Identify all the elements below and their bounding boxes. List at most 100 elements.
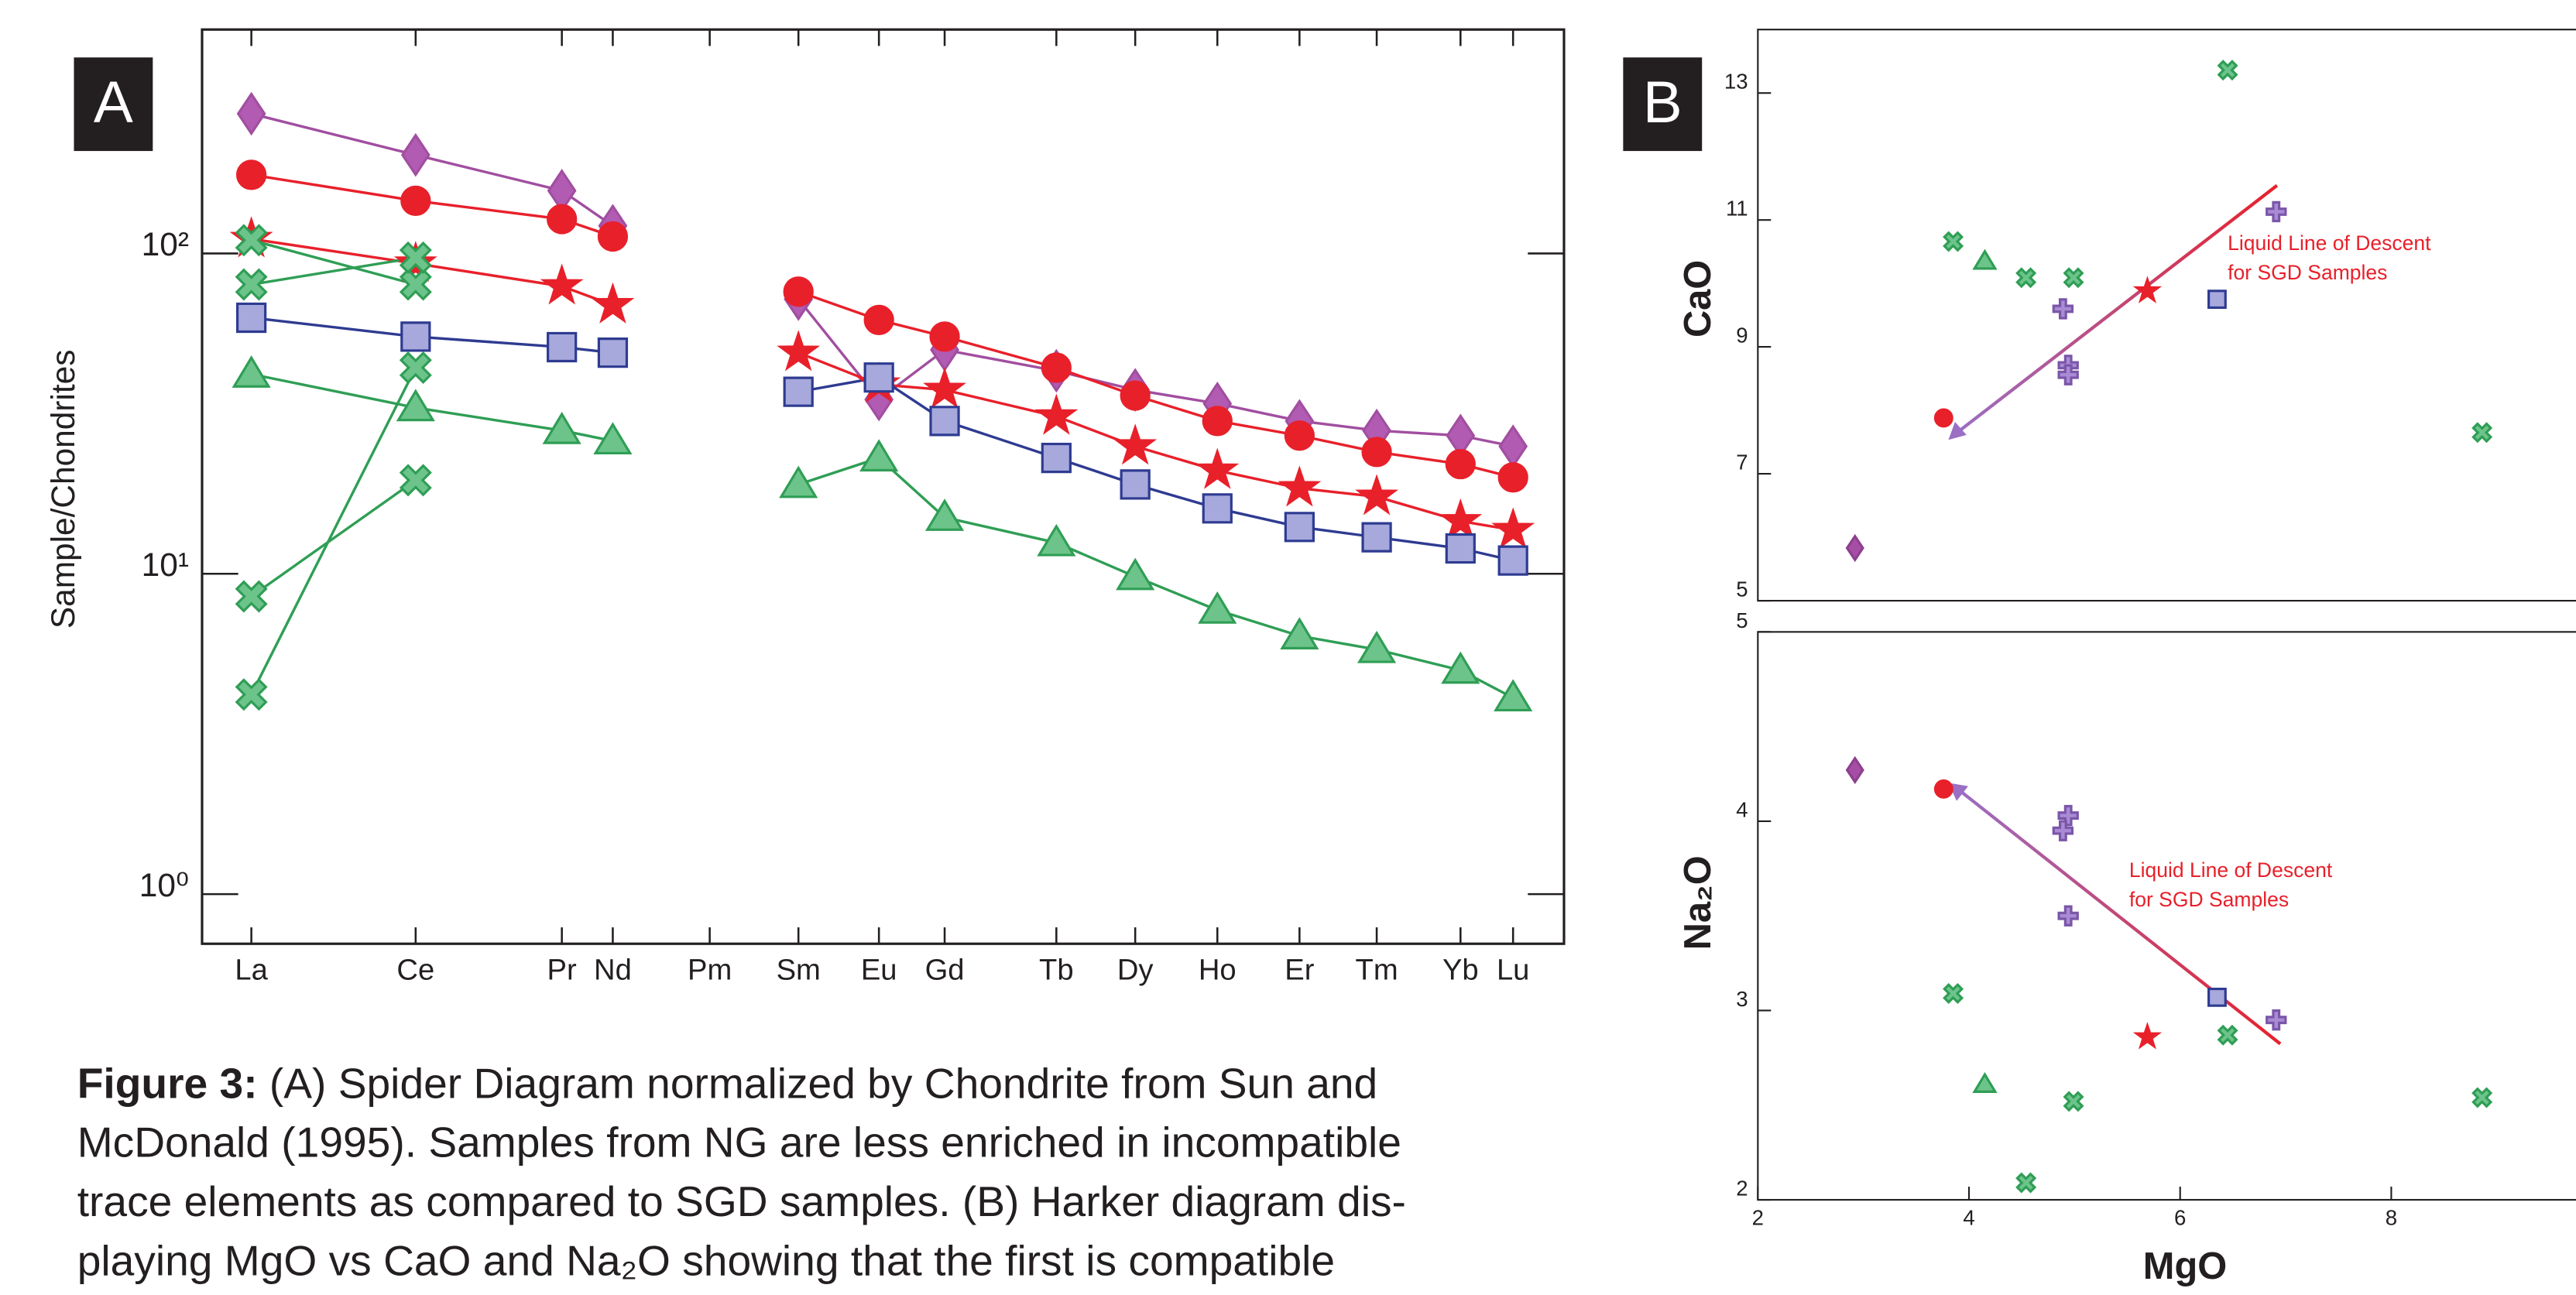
marker [232,355,271,388]
x-tick-label: Pr [547,953,577,986]
marker [235,224,268,257]
x-tick-label: Dy [1117,953,1154,986]
marker [1494,679,1533,712]
plot-frame [201,28,1566,945]
marker [1034,393,1079,435]
y-tick-label: 4 [1736,797,1748,821]
marker [2057,804,2079,827]
y-tick-label: 10⁰ [139,867,189,903]
marker [1278,465,1322,507]
marker [2132,276,2163,303]
caption-text: (A) Spider Diagram normalized by Chondri… [269,1059,1377,1107]
x-tick-label: La [235,953,268,986]
marker [863,304,894,335]
marker [400,132,430,177]
marker [1445,448,1476,480]
marker [779,465,818,498]
plot-frame [1757,631,2576,1201]
y-axis-label: Sample/Chondrites [45,350,81,629]
marker [1933,408,1953,428]
series-line [251,173,1514,479]
marker [547,204,578,235]
x-tick-label: Lu [1497,953,1529,986]
series-line [250,478,417,598]
x-tick-label: 6 [2174,1206,2186,1230]
marker [1284,420,1315,451]
panel-badge [74,57,153,152]
marker [923,367,966,409]
marker [2052,820,2074,841]
panel-badge [1623,57,1703,152]
annotation: for SGD Samples [2228,261,2387,284]
marker [2057,905,2079,927]
marker [597,337,629,368]
y-tick-label: 13 [1724,70,1748,94]
marker [1202,406,1233,437]
marker [400,321,431,352]
marker [783,376,814,407]
marker [1120,469,1151,500]
arrow [1957,183,2279,433]
x-tick-label: Nd [594,953,632,986]
marker [1439,498,1483,540]
marker [859,439,899,472]
marker [396,389,435,422]
marker [929,406,960,437]
marker [1498,424,1528,468]
annotation: Liquid Line of Descent [2129,858,2333,882]
plot-frame [1757,29,2576,602]
marker [2217,60,2238,81]
marker [1198,591,1237,624]
marker [2132,1022,2163,1050]
series-line [251,112,1514,448]
marker [1943,982,1964,1004]
marker [593,422,633,455]
x-tick-label: Yb [1442,953,1479,986]
marker [924,498,965,531]
annotation: for SGD Samples [2129,888,2289,911]
series-line [251,256,417,286]
x-tick-label: Tb [1039,953,1074,986]
caption-line: McDonald (1995). Samples from NG are les… [77,1119,1401,1167]
marker [2063,1091,2084,1112]
x-tick-label: Ce [396,953,434,986]
marker [399,464,432,497]
series-line [251,316,1514,562]
panel-letter: A [94,70,133,135]
arrow [1957,788,2282,1046]
marker [2207,289,2227,310]
marker [1933,779,1953,799]
marker [1120,380,1151,411]
x-tick-label: Gd [925,953,965,986]
y-axis-label: Na₂O [1677,855,1719,950]
marker [2052,298,2074,320]
marker [863,362,894,393]
y-tick-label: 9 [1736,324,1748,348]
marker [783,276,814,307]
marker [1355,474,1399,516]
y-tick-label: 3 [1736,987,1748,1011]
marker [2266,200,2287,223]
x-tick-label: Er [1285,953,1314,986]
arrow-head [1948,421,1967,440]
marker [399,268,432,301]
y-tick-label: 5 [1736,577,1748,601]
marker [2207,987,2227,1007]
marker [1361,522,1392,553]
x-tick-label: 2 [1752,1206,1764,1230]
marker [1497,462,1528,493]
y-tick-label: 5 [1736,608,1748,632]
x-tick-label: Eu [861,953,897,986]
marker [2266,1009,2287,1031]
marker [1445,533,1476,564]
marker [399,241,432,274]
marker [1361,437,1392,468]
marker [235,580,268,613]
marker [1943,231,1964,252]
marker [777,330,821,372]
marker [1116,557,1155,591]
x-tick-label: Tm [1356,953,1398,986]
marker [1202,493,1233,524]
